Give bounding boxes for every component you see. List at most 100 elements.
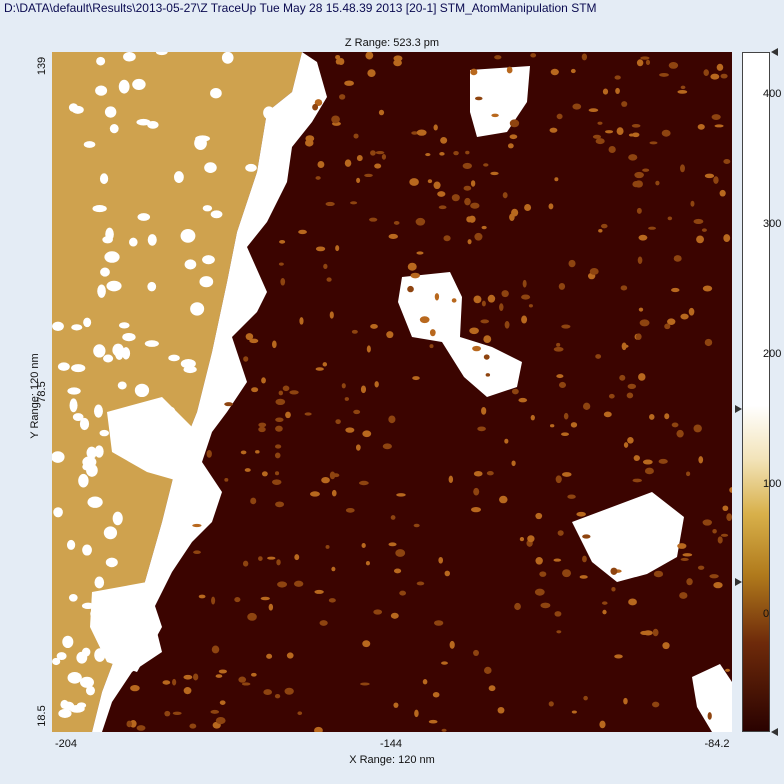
adatom [676,429,684,438]
adatom [668,62,679,69]
adatom [688,307,695,316]
terrace-dot [66,539,76,550]
adatom [164,710,171,717]
adatom [644,467,654,475]
terrace-dot [136,118,151,126]
adatom [473,487,480,496]
adatom [382,443,392,450]
terrace-dot [147,234,157,246]
adatom [241,682,251,686]
terrace-dot [117,381,127,390]
range-marker-left-upper[interactable] [735,405,742,413]
adatom [274,452,281,459]
terrace-dot [62,635,74,649]
adatom [277,581,287,588]
adatom [332,473,340,478]
adatom [582,555,587,563]
adatom [285,411,291,419]
adatom [275,417,284,422]
range-marker-left-lower[interactable] [735,578,742,586]
adatom [238,676,247,683]
adatom [623,442,629,448]
adatom [608,145,616,154]
island [398,272,522,397]
adatom [696,235,704,244]
adatom [251,387,259,393]
adatom [326,277,332,282]
adatom [469,327,479,335]
adatom [649,141,658,145]
adatom [243,356,249,362]
adatom [553,558,562,562]
adatom [258,422,267,428]
adatom [263,689,272,696]
adatom [247,612,257,621]
adatom [504,438,509,444]
terrace-dot [204,162,217,173]
terrace-dot [104,106,117,118]
adatom [367,69,376,77]
y-tick-bottom: 18.5 [36,705,48,727]
adatom [555,475,562,484]
adatom [437,191,446,197]
adatom [499,303,504,312]
adatom [722,505,729,512]
adatom [632,478,642,483]
adatom [451,194,460,202]
terrace-dot [123,52,136,62]
adatom [361,543,366,548]
terrace-dot [154,435,163,444]
adatom [619,374,626,381]
adatom [704,338,713,347]
adatom [680,85,686,90]
adatom [280,277,286,286]
adatom [211,645,220,654]
terrace-dot [221,52,234,64]
adatom [514,602,521,611]
adatom [633,455,640,461]
adatom [441,661,448,665]
adatom [276,559,281,566]
adatom [422,679,428,685]
terrace-dot [99,429,109,437]
adatom [468,215,476,223]
adatom [374,163,382,169]
adatom [390,612,399,619]
adatom [611,587,616,592]
terrace-dot [105,557,118,568]
adatom [282,385,290,392]
adatom [260,596,270,601]
adatom [362,640,371,648]
adatom [697,123,705,130]
adatom [693,424,702,433]
adatom [655,180,660,186]
adatom [438,205,447,210]
adatom [364,173,373,178]
adatom [686,578,693,586]
adatom [484,666,492,674]
terrace-dot [93,344,106,358]
adatom [605,130,614,134]
adatom [595,354,602,359]
adatom [682,553,693,557]
adatom [314,589,324,594]
adatom [322,362,328,367]
adatom [272,340,277,349]
adatom [473,295,482,304]
adatom [472,345,482,352]
adatom [642,168,650,172]
adatom [416,251,424,255]
adatom [509,119,520,128]
adatom [502,192,508,199]
range-marker-top[interactable] [771,48,778,56]
adatom [390,515,396,520]
adatom [534,588,545,596]
terrace-dot [92,205,107,213]
adatom [365,561,370,566]
adatom [638,373,646,381]
colorbar-tick: 300 [763,218,782,230]
range-marker-bottom[interactable] [771,728,778,736]
adatom [527,535,535,543]
adatom [645,59,651,66]
adatom [312,103,319,111]
